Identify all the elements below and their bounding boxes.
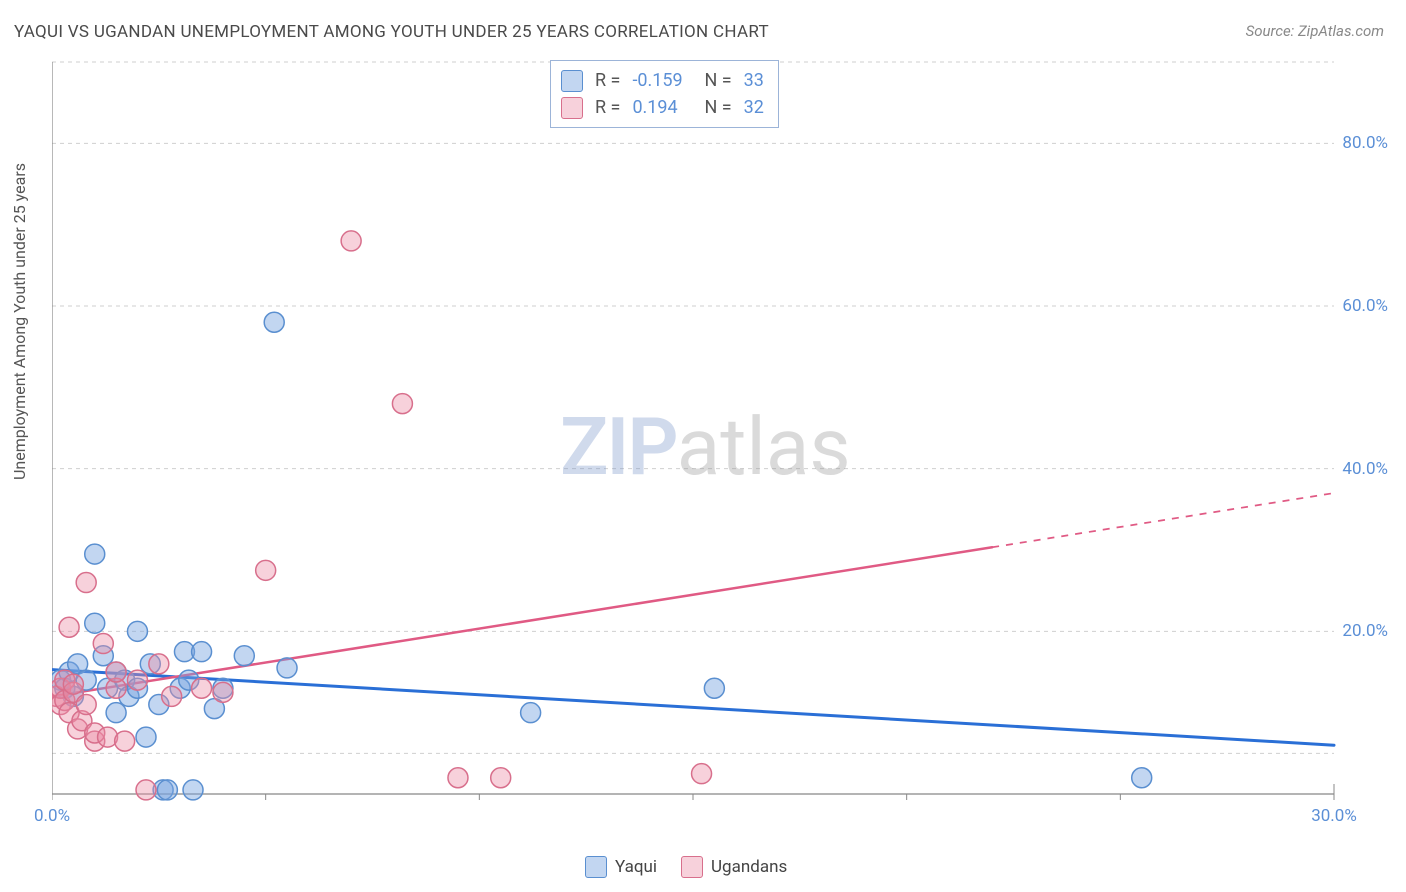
r-value: 0.194 — [632, 94, 692, 121]
n-value: 33 — [744, 67, 764, 94]
chart-title: YAQUI VS UGANDAN UNEMPLOYMENT AMONG YOUT… — [14, 22, 769, 42]
source-label: Source: ZipAtlas.com — [1246, 22, 1384, 40]
n-label: N = — [704, 67, 731, 94]
y-tick-label: 40.0% — [1342, 459, 1388, 479]
source-name: ZipAtlas.com — [1298, 22, 1384, 40]
legend-swatch — [561, 70, 583, 92]
source-prefix: Source: — [1246, 22, 1298, 40]
legend-swatch — [585, 856, 607, 878]
y-axis-label: Unemployment Among Youth under 25 years — [10, 163, 29, 480]
x-tick-label: 30.0% — [1311, 806, 1357, 826]
chart-area — [52, 56, 1384, 824]
correlation-legend: R = -0.159 N = 33 R = 0.194 N = 32 — [550, 60, 779, 128]
correlation-row: R = -0.159 N = 33 — [561, 67, 764, 94]
legend-swatch — [681, 856, 703, 878]
r-value: -0.159 — [632, 67, 692, 94]
scatter-chart — [52, 56, 1384, 824]
correlation-row: R = 0.194 N = 32 — [561, 94, 764, 121]
legend-item: Yaqui — [585, 856, 657, 878]
r-label: R = — [595, 67, 620, 94]
r-label: R = — [595, 94, 620, 121]
series-legend: Yaqui Ugandans — [585, 856, 787, 878]
legend-item: Ugandans — [681, 856, 787, 878]
y-tick-label: 20.0% — [1342, 621, 1388, 641]
n-label: N = — [704, 94, 731, 121]
y-tick-label: 80.0% — [1342, 133, 1388, 153]
legend-label: Yaqui — [615, 857, 657, 877]
y-tick-label: 60.0% — [1342, 296, 1388, 316]
legend-swatch — [561, 97, 583, 119]
n-value: 32 — [744, 94, 764, 121]
legend-label: Ugandans — [711, 857, 787, 877]
x-tick-label: 0.0% — [34, 806, 70, 826]
